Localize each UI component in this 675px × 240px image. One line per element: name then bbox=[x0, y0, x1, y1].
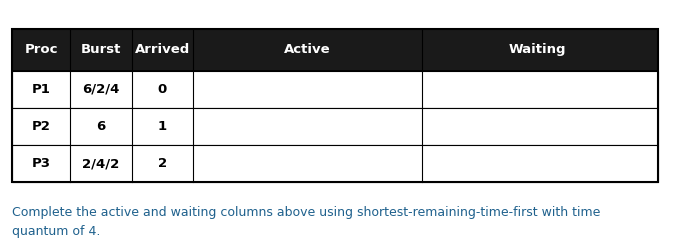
Text: Arrived: Arrived bbox=[135, 43, 190, 56]
Text: Complete the active and waiting columns above using shortest-remaining-time-firs: Complete the active and waiting columns … bbox=[12, 206, 601, 238]
Text: Waiting: Waiting bbox=[508, 43, 566, 56]
Text: 0: 0 bbox=[158, 83, 167, 96]
Bar bbox=[12, 108, 658, 145]
Text: Burst: Burst bbox=[81, 43, 121, 56]
Text: P1: P1 bbox=[32, 83, 51, 96]
Text: 1: 1 bbox=[158, 120, 167, 133]
Text: 2/4/2: 2/4/2 bbox=[82, 157, 119, 170]
Text: P3: P3 bbox=[32, 157, 51, 170]
Text: P2: P2 bbox=[32, 120, 51, 133]
Text: 6/2/4: 6/2/4 bbox=[82, 83, 119, 96]
Bar bbox=[12, 29, 658, 182]
Text: Proc: Proc bbox=[24, 43, 58, 56]
Bar bbox=[12, 145, 658, 182]
Text: 6: 6 bbox=[97, 120, 105, 133]
Bar bbox=[12, 71, 658, 108]
Text: 2: 2 bbox=[158, 157, 167, 170]
Bar bbox=[12, 29, 658, 71]
Text: Active: Active bbox=[284, 43, 331, 56]
